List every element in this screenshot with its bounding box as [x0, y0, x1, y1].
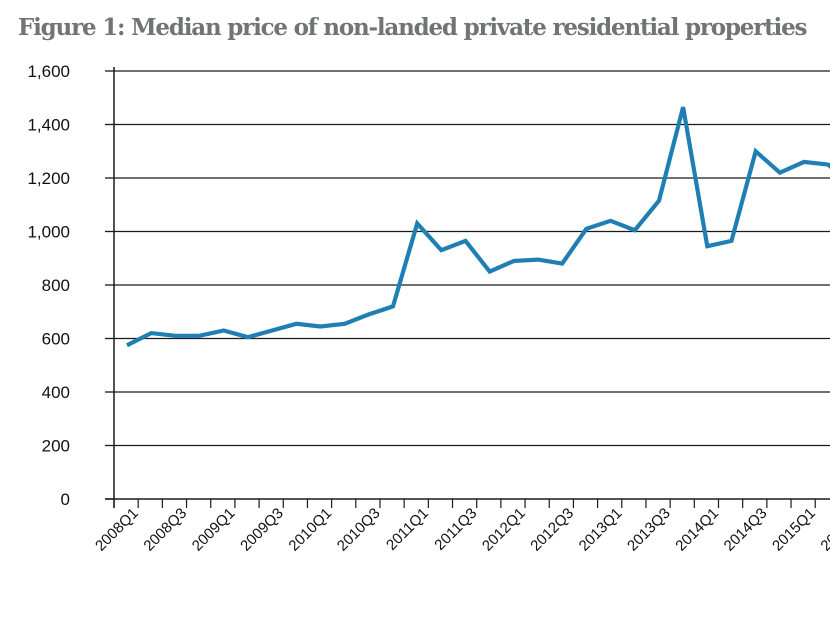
y-tick-label-0: 0	[61, 490, 70, 509]
x-tick-label-2013Q1: 2013Q1	[576, 505, 626, 555]
chart-title: Figure 1: Median price of non-landed pri…	[18, 14, 807, 41]
series-line-0	[126, 106, 830, 348]
x-tick-label-2009Q1: 2009Q1	[189, 505, 239, 555]
y-tick-label-600: 600	[42, 330, 70, 349]
x-tick-label-2015Q1: 2015Q1	[769, 505, 819, 555]
x-tick-label-2013Q3: 2013Q3	[624, 505, 674, 555]
x-tick-label-2015Q3: 2015Q3	[817, 505, 830, 555]
x-tick-label-2014Q3: 2014Q3	[721, 505, 771, 555]
y-tick-label-1200: 1,200	[27, 169, 70, 188]
y-tick-label-200: 200	[42, 437, 70, 456]
x-tick-label-2011Q1: 2011Q1	[383, 505, 432, 554]
x-tick-label-2012Q3: 2012Q3	[527, 505, 577, 555]
x-tick-label-2008Q1: 2008Q1	[92, 505, 142, 555]
y-tick-label-1600: 1,600	[27, 62, 70, 81]
x-tick-label-2010Q3: 2010Q3	[334, 505, 384, 555]
x-tick-label-2010Q1: 2010Q1	[285, 505, 335, 555]
y-tick-label-1400: 1,400	[27, 116, 70, 135]
y-tick-label-400: 400	[42, 383, 70, 402]
y-axis-ticks: 0 200 400 600 800 1,000 1,200 1,400 1,600	[27, 62, 114, 509]
x-tick-label-2014Q1: 2014Q1	[672, 505, 722, 555]
y-tick-label-1000: 1,000	[27, 223, 70, 242]
gridlines	[114, 70, 830, 447]
x-tick-label-2008Q3: 2008Q3	[140, 505, 190, 555]
y-tick-label-800: 800	[42, 276, 70, 295]
axes	[105, 67, 830, 508]
x-tick-label-2011Q3: 2011Q3	[431, 505, 480, 554]
x-tick-label-2012Q1: 2012Q1	[479, 505, 529, 555]
x-tick-label-2009Q3: 2009Q3	[237, 505, 287, 555]
series-group	[126, 106, 830, 348]
